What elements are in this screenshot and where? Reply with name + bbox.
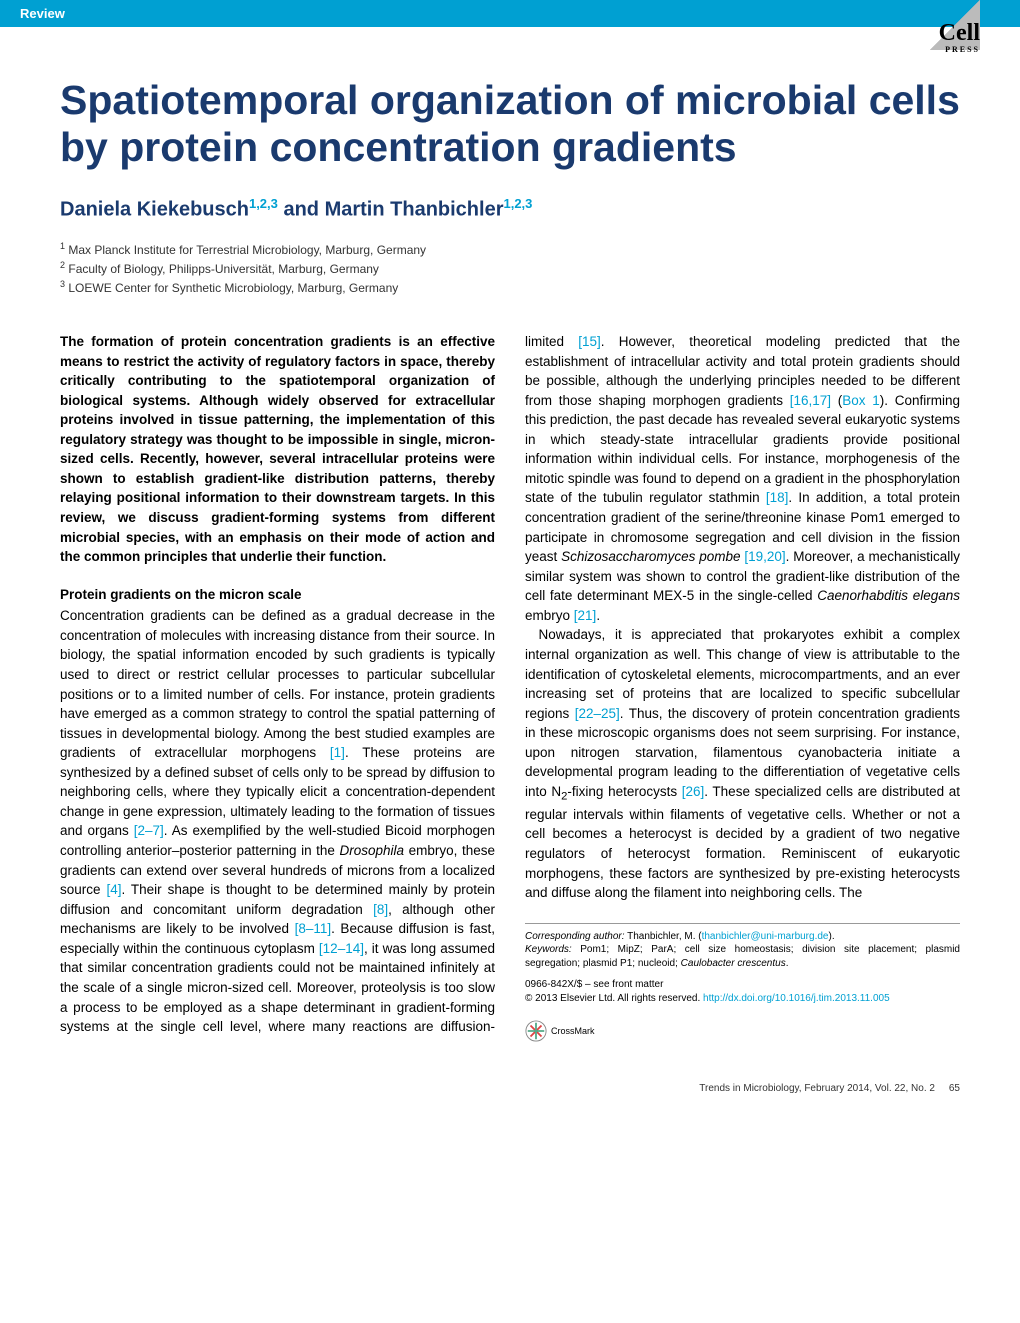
corresponding-label: Corresponding author:	[525, 931, 625, 942]
ref-21-link[interactable]: [21]	[574, 608, 597, 623]
body-paragraph-2: Nowadays, it is appreciated that prokary…	[525, 625, 960, 902]
ref-16-17-link[interactable]: [16,17]	[790, 393, 831, 408]
cell-press-logo: Cell PRESS	[939, 20, 980, 54]
issn-line: 0966-842X/$ – see front matter	[525, 978, 960, 992]
author-separator: and	[283, 199, 324, 221]
ref-12-14-link[interactable]: [12–14]	[319, 941, 364, 956]
ref-15-link[interactable]: [15]	[578, 334, 601, 349]
keywords-italic: Caulobacter crescentus	[681, 958, 786, 969]
banner-label: Review	[20, 6, 65, 21]
crossmark-icon	[525, 1020, 547, 1042]
ref-8-11-link[interactable]: [8–11]	[295, 921, 332, 936]
copyright-text: © 2013 Elsevier Ltd. All rights reserved…	[525, 993, 703, 1004]
drosophila-italic: Drosophila	[340, 843, 405, 858]
body-columns: The formation of protein concentration g…	[60, 332, 960, 1047]
review-banner: Review	[0, 0, 1020, 27]
p1a: Concentration gradients can be defined a…	[60, 608, 495, 760]
logo-main: Cell	[939, 20, 980, 46]
affil-3-text: LOEWE Center for Synthetic Microbiology,…	[68, 281, 398, 295]
affil-2-num: 2	[60, 260, 65, 270]
affiliation-2: 2 Faculty of Biology, Philipps-Universit…	[60, 259, 960, 278]
ref-4-link[interactable]: [4]	[106, 882, 121, 897]
authors-line: Daniela Kiekebusch1,2,3 and Martin Thanb…	[60, 196, 960, 222]
spombe-italic: Schizosaccharomyces pombe	[561, 549, 740, 564]
affil-1-text: Max Planck Institute for Terrestrial Mic…	[68, 243, 426, 257]
p2d: . These specialized cells are distribute…	[525, 784, 960, 900]
abstract-paragraph: The formation of protein concentration g…	[60, 332, 495, 567]
author-2-affil: 1,2,3	[503, 196, 532, 211]
celegans-italic: Caenorhabditis elegans	[817, 588, 960, 603]
keywords-line: Keywords: Pom1; MipZ; ParA; cell size ho…	[525, 943, 960, 970]
corresponding-name: Thanbichler, M. (	[625, 931, 702, 942]
page-footer: Trends in Microbiology, February 2014, V…	[0, 1077, 1020, 1104]
doi-link[interactable]: http://dx.doi.org/10.1016/j.tim.2013.11.…	[703, 993, 890, 1004]
keywords-period: .	[786, 958, 789, 969]
ref-19-20-link[interactable]: [19,20]	[744, 549, 785, 564]
affiliation-1: 1 Max Planck Institute for Terrestrial M…	[60, 240, 960, 259]
p2c: -fixing heterocysts	[567, 784, 681, 799]
affiliations-block: 1 Max Planck Institute for Terrestrial M…	[60, 240, 960, 297]
author-1-affil: 1,2,3	[249, 196, 278, 211]
affil-3-num: 3	[60, 279, 65, 289]
crossmark-badge[interactable]: CrossMark	[525, 1020, 595, 1042]
section-heading: Protein gradients on the micron scale	[60, 585, 495, 605]
header-area: Review Cell PRESS	[0, 0, 1020, 27]
ref-2-7-link[interactable]: [2–7]	[134, 823, 164, 838]
ref-1-link[interactable]: [1]	[330, 745, 345, 760]
p1m: .	[596, 608, 600, 623]
article-title: Spatiotemporal organization of microbial…	[60, 77, 960, 171]
ref-8-link[interactable]: [8]	[373, 902, 388, 917]
corresponding-close: ).	[828, 931, 834, 942]
keywords-label: Keywords:	[525, 944, 572, 955]
affil-1-num: 1	[60, 241, 65, 251]
box-1-link[interactable]: Box 1	[842, 393, 880, 408]
affiliation-3: 3 LOEWE Center for Synthetic Microbiolog…	[60, 278, 960, 297]
footnotes-block: Corresponding author: Thanbichler, M. (t…	[525, 923, 960, 1047]
crossmark-label: CrossMark	[551, 1025, 595, 1037]
copyright-line: © 2013 Elsevier Ltd. All rights reserved…	[525, 992, 960, 1006]
affil-2-text: Faculty of Biology, Philipps-Universität…	[68, 262, 379, 276]
footer-journal: Trends in Microbiology, February 2014, V…	[699, 1083, 935, 1094]
logo-sub: PRESS	[939, 45, 980, 54]
ref-26-link[interactable]: [26]	[682, 784, 705, 799]
footer-page: 65	[949, 1083, 960, 1094]
p1l: embryo	[525, 608, 574, 623]
box1-open: (	[831, 393, 842, 408]
ref-22-25-link[interactable]: [22–25]	[575, 706, 620, 721]
author-1-name: Daniela Kiekebusch	[60, 199, 249, 221]
author-2-name: Martin Thanbichler	[325, 199, 504, 221]
corresponding-email-link[interactable]: thanbichler@uni-marburg.de	[702, 931, 829, 942]
corresponding-line: Corresponding author: Thanbichler, M. (t…	[525, 930, 960, 944]
box1-close: ). Confirming this prediction, the past …	[525, 393, 960, 506]
ref-18-link[interactable]: [18]	[766, 490, 789, 505]
content-area: Spatiotemporal organization of microbial…	[0, 27, 1020, 1077]
